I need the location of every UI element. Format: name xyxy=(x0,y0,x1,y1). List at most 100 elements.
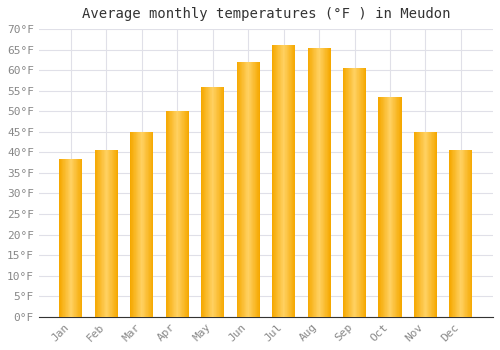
Bar xyxy=(253,62,254,317)
Bar xyxy=(107,150,108,317)
Bar xyxy=(390,97,391,317)
Bar xyxy=(187,111,188,317)
Bar xyxy=(294,46,295,317)
Bar xyxy=(212,86,213,317)
Bar xyxy=(420,132,421,317)
Bar xyxy=(416,132,417,317)
Bar xyxy=(115,150,116,317)
Bar xyxy=(287,46,288,317)
Bar xyxy=(142,132,143,317)
Bar xyxy=(239,62,240,317)
Bar xyxy=(378,97,379,317)
Bar xyxy=(311,48,312,317)
Bar xyxy=(350,68,351,317)
Bar xyxy=(72,159,74,317)
Bar xyxy=(357,68,358,317)
Bar xyxy=(100,150,101,317)
Bar xyxy=(419,132,420,317)
Bar xyxy=(470,150,472,317)
Bar xyxy=(465,150,466,317)
Bar xyxy=(397,97,398,317)
Bar xyxy=(134,132,135,317)
Bar xyxy=(288,46,289,317)
Bar xyxy=(68,159,69,317)
Bar xyxy=(414,132,415,317)
Bar xyxy=(251,62,252,317)
Bar xyxy=(132,132,133,317)
Bar xyxy=(166,111,167,317)
Bar xyxy=(282,46,283,317)
Bar xyxy=(114,150,115,317)
Bar xyxy=(432,132,433,317)
Bar xyxy=(250,62,251,317)
Bar xyxy=(422,132,423,317)
Bar xyxy=(317,48,318,317)
Bar xyxy=(365,68,366,317)
Bar xyxy=(110,150,111,317)
Bar xyxy=(171,111,172,317)
Bar xyxy=(292,46,293,317)
Bar xyxy=(322,48,323,317)
Bar xyxy=(97,150,98,317)
Bar xyxy=(103,150,104,317)
Bar xyxy=(318,48,319,317)
Bar xyxy=(74,159,75,317)
Bar xyxy=(382,97,383,317)
Bar xyxy=(453,150,454,317)
Bar xyxy=(380,97,381,317)
Bar xyxy=(236,62,238,317)
Bar xyxy=(62,159,63,317)
Bar xyxy=(207,86,208,317)
Bar xyxy=(460,150,461,317)
Bar xyxy=(218,86,219,317)
Bar xyxy=(80,159,81,317)
Bar xyxy=(106,150,107,317)
Bar xyxy=(255,62,256,317)
Bar xyxy=(149,132,150,317)
Bar xyxy=(467,150,468,317)
Bar xyxy=(243,62,244,317)
Bar xyxy=(348,68,349,317)
Bar xyxy=(313,48,314,317)
Bar xyxy=(464,150,465,317)
Bar xyxy=(168,111,169,317)
Bar xyxy=(451,150,452,317)
Bar xyxy=(433,132,434,317)
Bar xyxy=(70,159,71,317)
Bar xyxy=(469,150,470,317)
Bar xyxy=(351,68,352,317)
Bar xyxy=(431,132,432,317)
Bar xyxy=(426,132,427,317)
Bar xyxy=(429,132,430,317)
Bar xyxy=(379,97,380,317)
Bar xyxy=(188,111,189,317)
Bar xyxy=(343,68,344,317)
Bar xyxy=(400,97,401,317)
Bar xyxy=(186,111,187,317)
Bar xyxy=(434,132,435,317)
Bar xyxy=(388,97,389,317)
Bar xyxy=(96,150,97,317)
Bar xyxy=(219,86,220,317)
Bar xyxy=(133,132,134,317)
Bar xyxy=(64,159,65,317)
Bar xyxy=(150,132,151,317)
Bar xyxy=(286,46,287,317)
Bar xyxy=(462,150,463,317)
Bar xyxy=(454,150,455,317)
Bar xyxy=(244,62,245,317)
Bar xyxy=(355,68,356,317)
Bar xyxy=(396,97,397,317)
Bar xyxy=(222,86,223,317)
Bar xyxy=(308,48,310,317)
Bar xyxy=(423,132,424,317)
Bar xyxy=(174,111,175,317)
Bar xyxy=(147,132,148,317)
Bar xyxy=(319,48,320,317)
Bar xyxy=(347,68,348,317)
Bar xyxy=(185,111,186,317)
Bar xyxy=(279,46,280,317)
Bar xyxy=(456,150,457,317)
Bar xyxy=(214,86,215,317)
Bar xyxy=(360,68,361,317)
